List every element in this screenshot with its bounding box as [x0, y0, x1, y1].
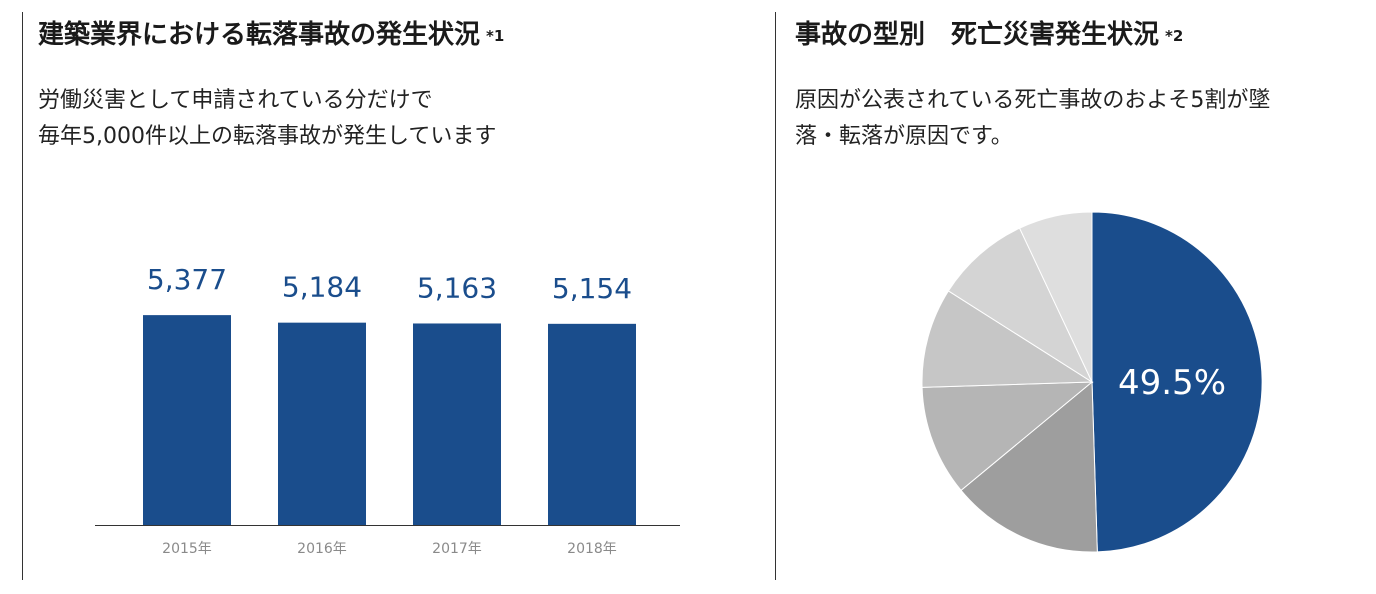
- fatal-accidents-panel: 事故の型別 死亡災害発生状況 *2 原因が公表されている死亡事故のおよそ5割が墜 …: [775, 0, 1376, 594]
- right-note: *2: [1165, 27, 1184, 45]
- left-note: *1: [486, 27, 505, 45]
- right-title-text: 事故の型別 死亡災害発生状況: [795, 20, 1160, 50]
- pie-slice-3: [921, 290, 1094, 388]
- left-subtitle-line2: 毎年5,000件以上の転落事故が発生しています: [38, 124, 497, 149]
- bar-2017年: [413, 323, 501, 525]
- x-tick-label: 2018年: [567, 541, 617, 557]
- left-title-text: 建築業界における転落事故の発生状況: [38, 20, 481, 50]
- pie-slice-5: [1018, 211, 1093, 383]
- bar-2018年: [548, 323, 636, 525]
- right-divider: [775, 12, 776, 580]
- right-subtitle-line2: 落・転落が原因です。: [795, 124, 1013, 149]
- pie-slice-0: [1091, 211, 1263, 553]
- pie-slice-1: [960, 380, 1098, 553]
- pie-chart: 49.5%: [921, 211, 1263, 553]
- left-divider: [22, 12, 23, 580]
- right-subtitle: 原因が公表されている死亡事故のおよそ5割が墜 落・転落が原因です。: [795, 83, 1270, 155]
- right-panel-title: 事故の型別 死亡災害発生状況 *2: [795, 14, 1183, 51]
- right-subtitle-line1: 原因が公表されている死亡事故のおよそ5割が墜: [795, 88, 1271, 113]
- pie-slice-2: [921, 381, 1094, 492]
- bar-value-label: 5,377: [147, 263, 227, 296]
- bar-value-label: 5,154: [552, 272, 632, 305]
- bar-value-label: 5,184: [282, 271, 362, 304]
- x-tick-label: 2016年: [297, 541, 347, 557]
- bar-2016年: [278, 322, 366, 525]
- x-tick-label: 2017年: [432, 541, 482, 557]
- bar-2015年: [143, 315, 231, 525]
- pie-slice-4: [947, 227, 1094, 384]
- fall-accidents-panel: 建築業界における転落事故の発生状況 *1 労働災害として申請されている分だけで 毎…: [38, 14, 680, 557]
- bar-chart: 5,377 2015年 5,184 2016年 5,163 2017年 5,154 2018年: [95, 263, 680, 557]
- pie-slice-label: 49.5%: [1118, 363, 1226, 403]
- left-panel-title: 建築業界における転落事故の発生状況 *1: [38, 14, 504, 51]
- left-subtitle: 労働災害として申請されている分だけで 毎年5,000件以上の転落事故が発生してい…: [38, 83, 496, 155]
- bar-value-label: 5,163: [417, 271, 497, 304]
- x-tick-label: 2015年: [162, 541, 212, 557]
- left-subtitle-line1: 労働災害として申請されている分だけで: [38, 88, 433, 113]
